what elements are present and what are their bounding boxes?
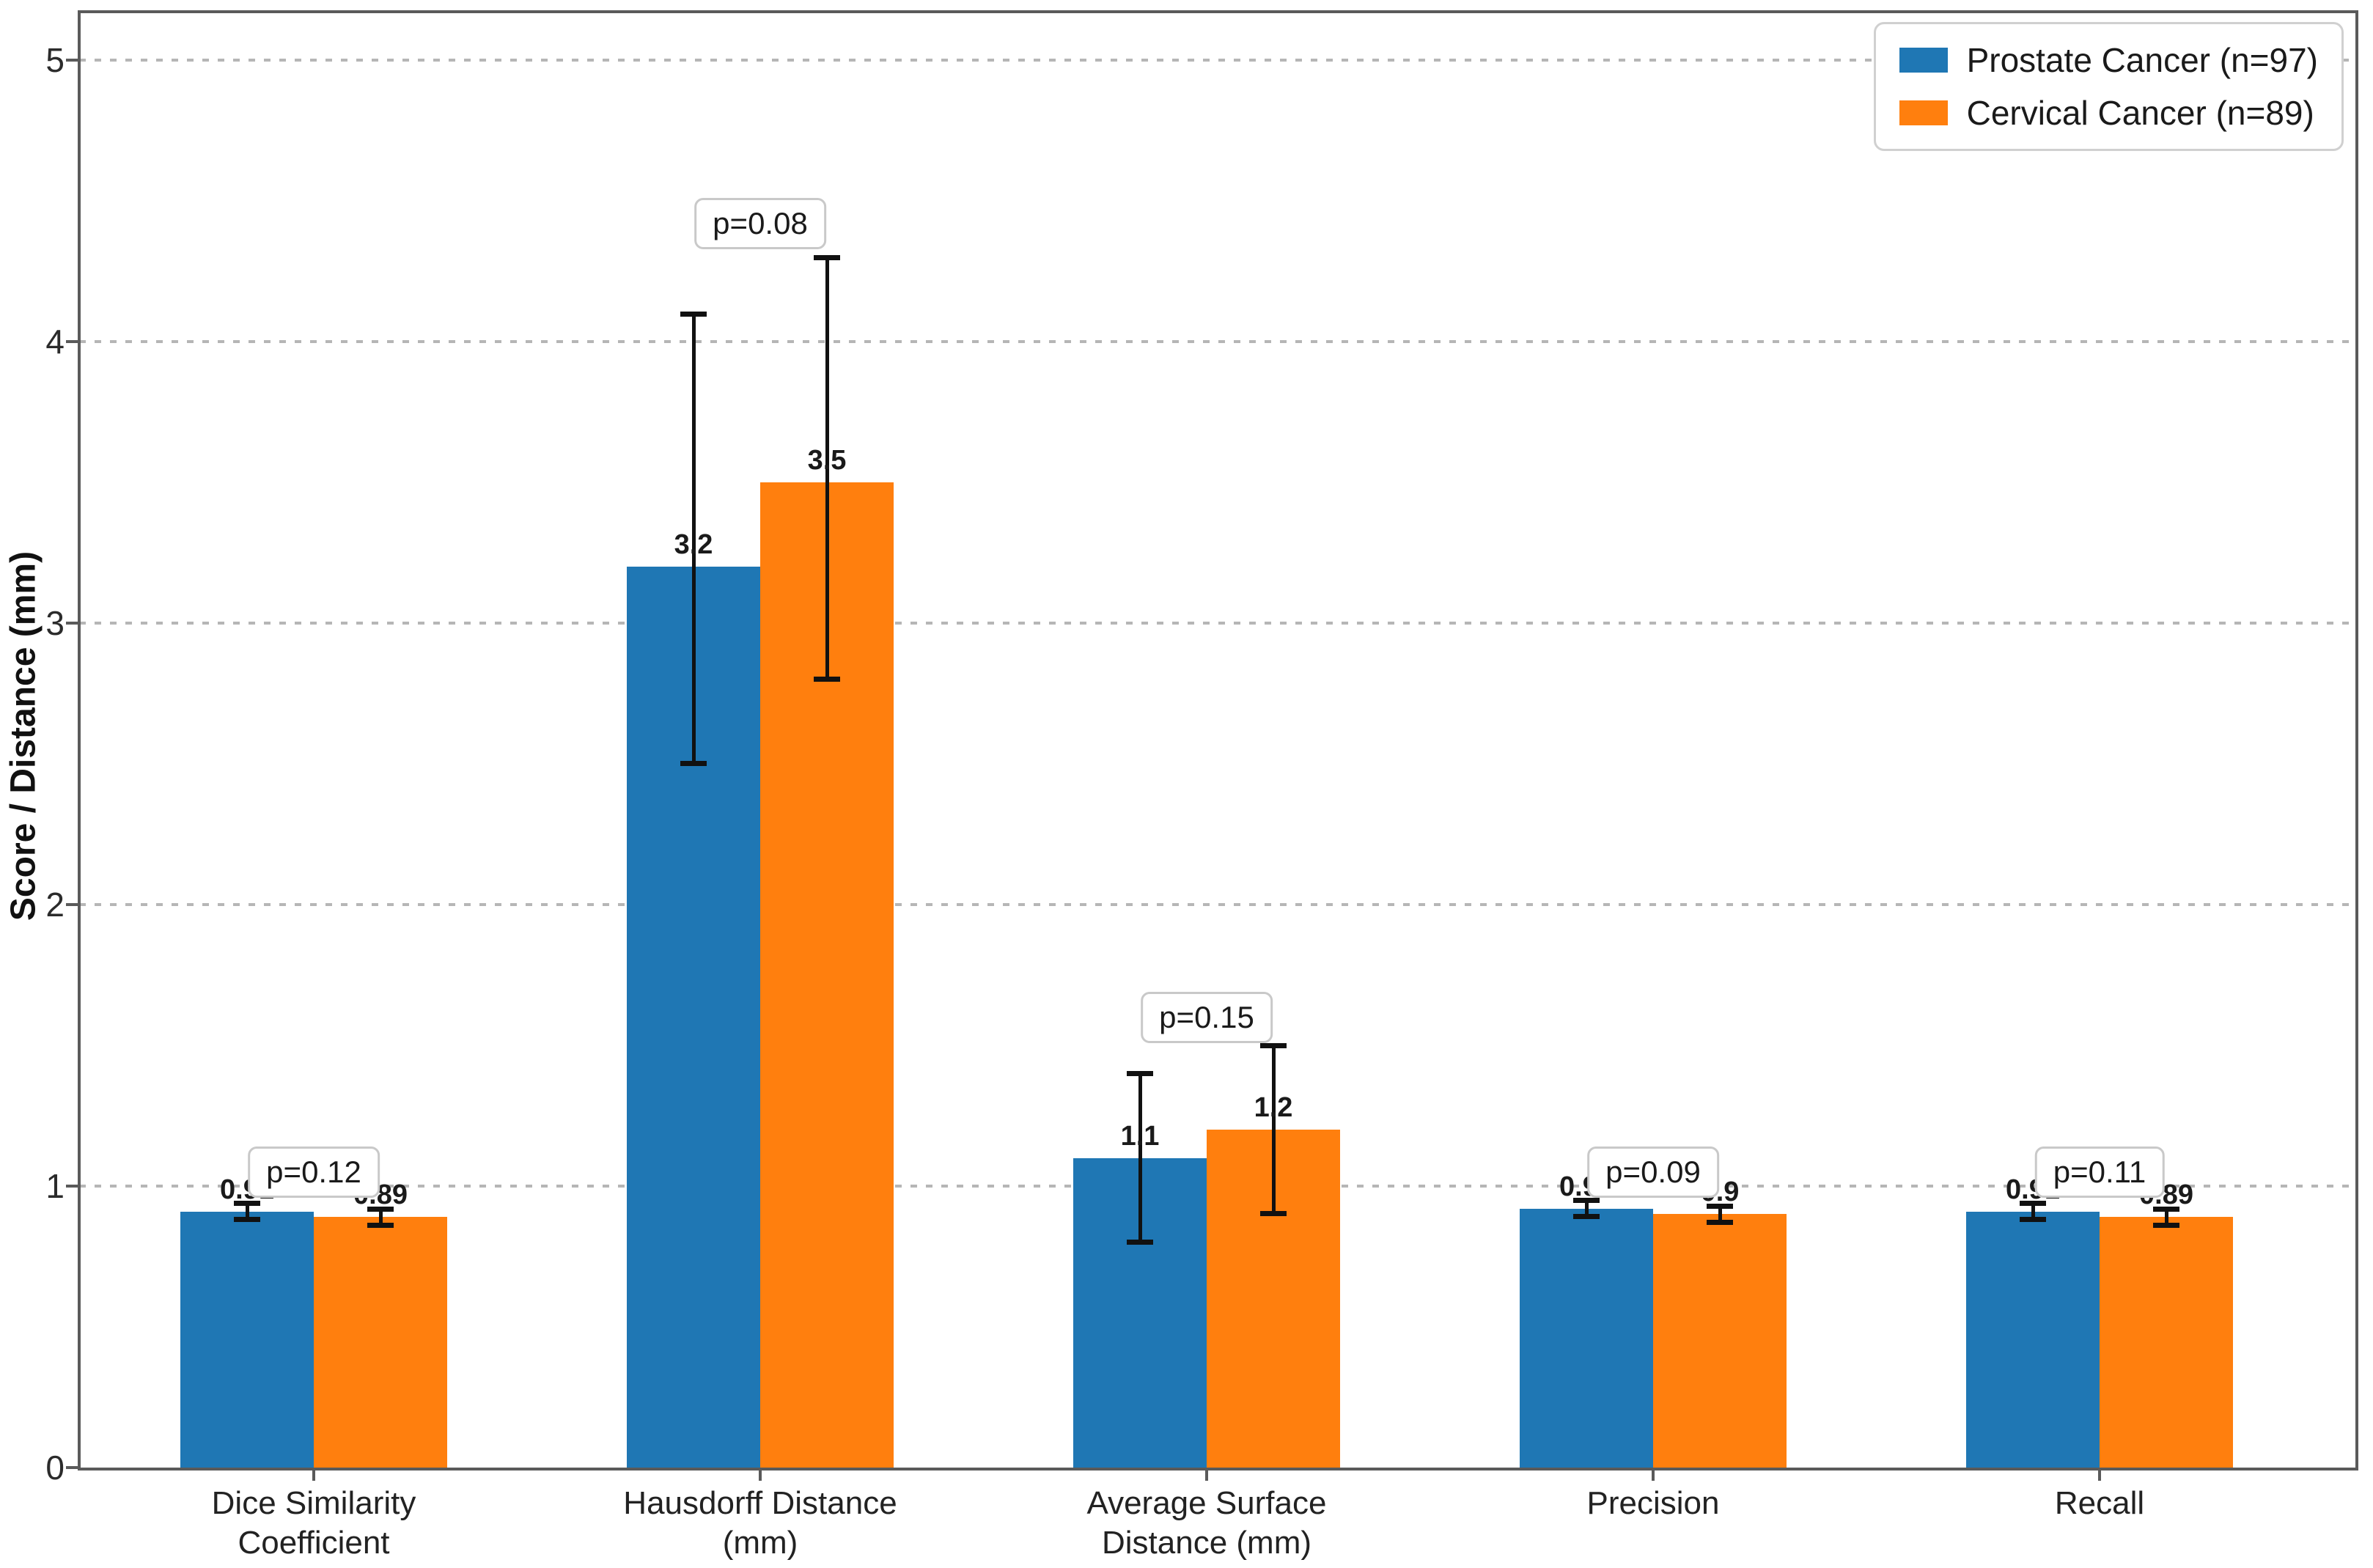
error-bar-cap-top [1573, 1198, 1600, 1204]
y-tick-label: 2 [45, 886, 65, 924]
error-bar-cap-bottom [1573, 1214, 1600, 1220]
error-bar-cap-bottom [1127, 1239, 1153, 1245]
error-bar-cap-top [680, 311, 707, 317]
error-bar [1584, 1200, 1589, 1218]
y-tick-label: 1 [45, 1167, 65, 1205]
error-bar-cap-top [367, 1206, 394, 1212]
error-bar [245, 1203, 249, 1221]
plot-border [78, 10, 2358, 1471]
error-bar-cap-bottom [2153, 1222, 2179, 1228]
error-bar-cap-bottom [814, 676, 840, 682]
bar-value-label: 1.2 [1254, 1092, 1293, 1124]
error-bar-cap-top [1260, 1043, 1287, 1048]
error-bar [825, 257, 829, 680]
bar-cervical-4 [2100, 1217, 2233, 1468]
bar-value-label: 3.2 [674, 529, 713, 561]
bar-prostate-4 [1966, 1211, 2100, 1468]
y-tick-mark [66, 1185, 79, 1188]
x-tick-mark [1652, 1471, 1655, 1481]
bar-cervical-0 [314, 1217, 447, 1468]
category-label: Hausdorff Distance (mm) [623, 1485, 897, 1561]
gridline-y4 [79, 340, 2358, 343]
p-value-badge: p=0.09 [1587, 1146, 1719, 1198]
error-bar-cap-bottom [367, 1222, 394, 1228]
legend-label-cervical: Cervical Cancer (n=89) [1966, 94, 2314, 132]
error-bar [378, 1208, 383, 1226]
error-bar-cap-top [2020, 1201, 2046, 1207]
error-bar-cap-top [2153, 1206, 2179, 1212]
error-bar [1718, 1205, 1722, 1223]
x-tick-mark [759, 1471, 762, 1481]
p-value-badge: p=0.12 [248, 1146, 380, 1198]
p-value-badge: p=0.15 [1141, 991, 1273, 1043]
bar-prostate-0 [180, 1211, 314, 1468]
bar-value-label: 3.5 [807, 445, 847, 476]
legend-item-prostate: Prostate Cancer (n=97) [1899, 40, 2318, 80]
category-label: Average Surface Distance (mm) [1086, 1485, 1327, 1561]
y-tick-mark [66, 340, 79, 343]
y-tick-label: 5 [45, 41, 65, 79]
error-bar-cap-bottom [2020, 1217, 2046, 1223]
bar-value-label: 1.1 [1120, 1120, 1160, 1152]
gridline-y2 [79, 903, 2358, 906]
legend: Prostate Cancer (n=97) Cervical Cancer (… [1873, 22, 2344, 151]
gridline-y3 [79, 622, 2358, 625]
gridline-y5 [79, 59, 2358, 62]
bar-prostate-3 [1520, 1208, 1653, 1468]
error-bar [1271, 1045, 1276, 1215]
category-label: Recall [2054, 1485, 2145, 1521]
error-bar-cap-bottom [680, 761, 707, 766]
error-bar [2164, 1208, 2168, 1226]
category-label: Precision [1586, 1485, 1720, 1521]
y-tick-label: 4 [45, 323, 65, 361]
y-tick-label: 0 [45, 1449, 65, 1487]
error-bar [2031, 1203, 2035, 1221]
p-value-badge: p=0.11 [2034, 1146, 2165, 1198]
legend-item-cervical: Cervical Cancer (n=89) [1899, 93, 2318, 133]
error-bar [691, 313, 696, 764]
legend-swatch-prostate [1899, 48, 1948, 73]
error-bar-cap-top [1127, 1071, 1153, 1077]
y-tick-label: 3 [45, 604, 65, 642]
error-bar-cap-top [814, 254, 840, 260]
p-value-badge: p=0.08 [694, 197, 826, 249]
y-tick-mark [66, 903, 79, 906]
error-bar [1138, 1073, 1142, 1243]
legend-label-prostate: Prostate Cancer (n=97) [1966, 41, 2318, 79]
error-bar-cap-bottom [1260, 1211, 1287, 1217]
x-tick-mark [1205, 1471, 1208, 1481]
legend-swatch-cervical [1899, 100, 1948, 125]
y-tick-mark [66, 1466, 79, 1469]
category-label: Dice Similarity Coefficient [211, 1485, 416, 1561]
error-bar-cap-top [1707, 1203, 1733, 1209]
error-bar-cap-top [234, 1201, 260, 1207]
x-tick-mark [312, 1471, 315, 1481]
bar-cervical-3 [1653, 1214, 1787, 1468]
error-bar-cap-bottom [234, 1217, 260, 1223]
error-bar-cap-bottom [1707, 1219, 1733, 1225]
x-tick-mark [2098, 1471, 2101, 1481]
y-tick-mark [66, 622, 79, 625]
y-tick-mark [66, 59, 79, 62]
